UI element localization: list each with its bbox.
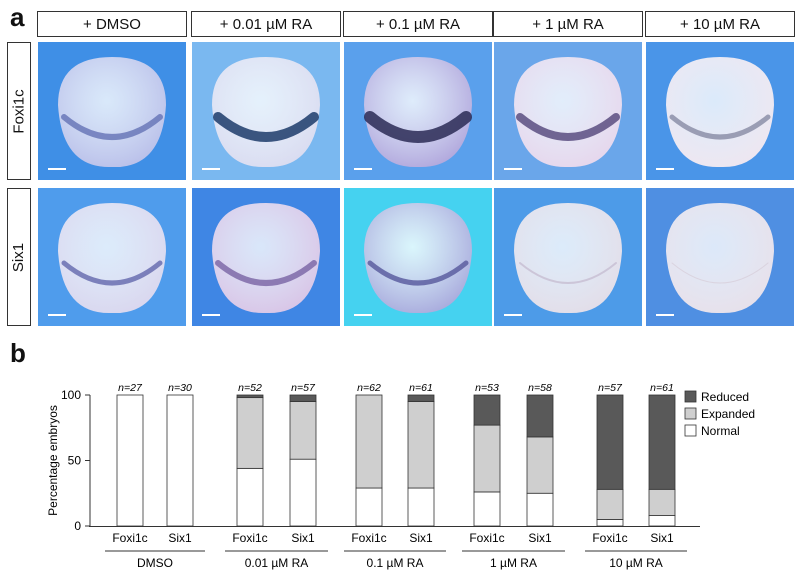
embryo-photo-six1-1 xyxy=(192,188,340,326)
embryo-photo-foxi1c-0 xyxy=(38,42,186,180)
panel-b-letter: b xyxy=(10,338,26,368)
x-tick-label-9: Six1 xyxy=(650,531,674,545)
bar-5-normal xyxy=(407,487,435,527)
bar-6-reduced xyxy=(473,394,501,426)
embryo-photo-foxi1c-1 xyxy=(192,42,340,180)
x-tick-label-1: Six1 xyxy=(168,531,192,545)
embryo-photo-six1-2 xyxy=(344,188,492,326)
bar-n-label-1: n=30 xyxy=(168,382,192,394)
x-tick-label-6: Foxi1c xyxy=(469,531,504,545)
group-label-1: 0.01 µM RA xyxy=(245,556,309,570)
bar-8-normal xyxy=(596,519,624,527)
legend-swatch-normal xyxy=(684,424,697,437)
x-tick-label-0: Foxi1c xyxy=(112,531,147,545)
bar-3-reduced xyxy=(289,394,317,402)
embryo-photo-foxi1c-4 xyxy=(646,42,794,180)
bar-4-expanded xyxy=(355,394,383,489)
embryo-photo-six1-0 xyxy=(38,188,186,326)
bar-n-label-2: n=52 xyxy=(238,382,262,394)
legend-swatch-expanded xyxy=(684,407,697,420)
legend-label-expanded: Expanded xyxy=(701,407,755,421)
x-tick-label-5: Six1 xyxy=(409,531,433,545)
x-tick-label-4: Foxi1c xyxy=(351,531,386,545)
group-label-4: 10 µM RA xyxy=(609,556,663,570)
condition-label-3: + 1 µM RA xyxy=(493,11,643,37)
bar-2-normal xyxy=(236,467,264,527)
condition-label-1: + 0.01 µM RA xyxy=(191,11,341,37)
y-axis-label: Percentage embryos xyxy=(46,405,60,516)
bar-7-expanded xyxy=(526,436,554,494)
bar-n-label-9: n=61 xyxy=(650,382,674,394)
condition-label-2: + 0.1 µM RA xyxy=(343,11,493,37)
embryo-photo-foxi1c-3 xyxy=(494,42,642,180)
group-label-0: DMSO xyxy=(137,556,173,570)
y-tick-label-1: 50 xyxy=(68,454,82,468)
bar-2-reduced xyxy=(236,394,264,399)
bar-3-normal xyxy=(289,458,317,527)
bar-n-label-6: n=53 xyxy=(475,382,499,394)
bar-9-normal xyxy=(648,515,676,527)
bar-2-expanded xyxy=(236,397,264,469)
bar-7-reduced xyxy=(526,394,554,438)
legend-swatch-reduced xyxy=(684,390,697,403)
bar-6-normal xyxy=(473,491,501,527)
x-tick-label-8: Foxi1c xyxy=(592,531,627,545)
bar-8-reduced xyxy=(596,394,624,490)
bar-5-expanded xyxy=(407,401,435,489)
embryo-photo-six1-3 xyxy=(494,188,642,326)
bar-n-label-7: n=58 xyxy=(528,382,552,394)
bar-9-reduced xyxy=(648,394,676,490)
embryo-photo-six1-4 xyxy=(646,188,794,326)
group-label-2: 0.1 µM RA xyxy=(367,556,424,570)
legend-label-reduced: Reduced xyxy=(701,390,749,404)
condition-label-0: + DMSO xyxy=(37,11,187,37)
bar-4-normal xyxy=(355,487,383,527)
x-tick-label-3: Six1 xyxy=(291,531,315,545)
x-tick-label-2: Foxi1c xyxy=(232,531,267,545)
embryo-photo-foxi1c-2 xyxy=(344,42,492,180)
bar-n-label-8: n=57 xyxy=(598,382,623,394)
legend-label-normal: Normal xyxy=(701,424,740,438)
bar-8-expanded xyxy=(596,488,624,520)
bar-3-expanded xyxy=(289,401,317,460)
y-tick-label-2: 100 xyxy=(61,388,81,402)
y-tick-label-0: 0 xyxy=(74,519,81,533)
bar-1-normal xyxy=(166,394,194,527)
row-label-foxi1c: Foxi1c xyxy=(7,42,31,180)
group-label-3: 1 µM RA xyxy=(490,556,537,570)
bar-5-reduced xyxy=(407,394,435,402)
panel-a-letter: a xyxy=(10,2,25,32)
bar-n-label-5: n=61 xyxy=(409,382,433,394)
bar-n-label-4: n=62 xyxy=(357,382,381,394)
bar-7-normal xyxy=(526,492,554,527)
bar-9-expanded xyxy=(648,488,676,516)
bar-n-label-3: n=57 xyxy=(291,382,316,394)
condition-label-4: + 10 µM RA xyxy=(645,11,795,37)
bar-6-expanded xyxy=(473,424,501,493)
x-tick-label-7: Six1 xyxy=(528,531,552,545)
bar-n-label-0: n=27 xyxy=(118,382,143,394)
bar-0-normal xyxy=(116,394,144,527)
row-label-six1: Six1 xyxy=(7,188,31,326)
